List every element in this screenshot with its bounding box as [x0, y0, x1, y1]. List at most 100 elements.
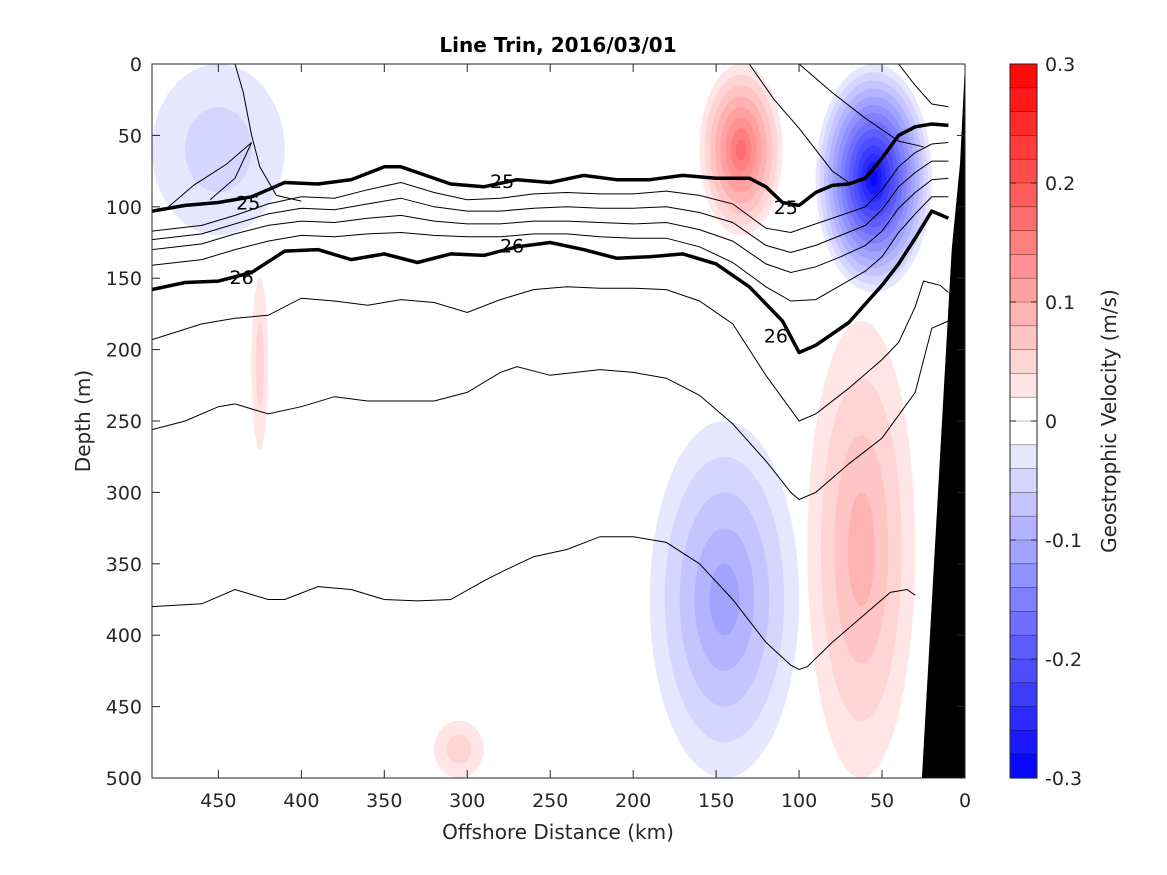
x-tick-label: 150 — [698, 790, 734, 812]
density-contour — [234, 64, 302, 202]
velocity-level — [185, 106, 252, 193]
density-contour — [152, 177, 949, 274]
y-tick-label: 50 — [118, 125, 142, 147]
contour-label-text: 25 — [774, 197, 798, 219]
velocity-level — [735, 138, 747, 161]
density-contour-26 — [152, 209, 950, 355]
colorbar-segment — [1010, 563, 1037, 589]
colorbar-segment — [1010, 230, 1037, 255]
contour-label: 25 — [236, 193, 260, 215]
bottom-topography — [921, 64, 965, 778]
density-contour — [798, 64, 924, 148]
x-tick-label: 450 — [200, 790, 236, 812]
contour-label-text: 26 — [764, 325, 788, 347]
colorbar-label: Geostrophic Velocity (m/s) — [1097, 289, 1121, 553]
x-tick-label: 300 — [449, 790, 485, 812]
colorbar-segment — [1010, 183, 1037, 208]
contour-label: 25 — [490, 171, 514, 193]
y-tick-label: 150 — [106, 268, 142, 290]
x-tick-label: 50 — [870, 790, 894, 812]
contour-label: 26 — [230, 267, 254, 289]
colorbar-segment — [1010, 302, 1037, 327]
colorbar-segment — [1010, 706, 1037, 731]
velocity-level — [446, 735, 472, 764]
density-contour — [152, 142, 949, 234]
x-tick-label: 400 — [283, 790, 319, 812]
contour-label-text: 26 — [230, 267, 254, 289]
y-tick-label: 450 — [106, 697, 142, 719]
colorbar-tick-label: -0.1 — [1045, 530, 1082, 552]
contour-label: 26 — [500, 235, 524, 257]
colorbar-segment — [1010, 492, 1037, 517]
colorbar-segment — [1010, 659, 1037, 684]
colorbar-segment — [1010, 349, 1037, 374]
y-tick-label: 250 — [106, 411, 142, 433]
velocity-negative-feature — [649, 421, 800, 778]
y-tick-label: 400 — [106, 625, 142, 647]
velocity-positive-feature — [251, 278, 269, 450]
colorbar-segment — [1010, 135, 1037, 160]
velocity-positive-feature — [807, 321, 916, 778]
density-contour — [152, 160, 949, 254]
colorbar-tick-label: 0.2 — [1045, 173, 1075, 195]
colorbar-segment — [1010, 206, 1037, 232]
colorbar-segment — [1010, 397, 1037, 422]
colorbar-tick-label: 0.1 — [1045, 292, 1075, 314]
colorbar-segment — [1010, 111, 1037, 136]
colorbar-segment — [1010, 468, 1037, 493]
contour-labels: 25 25 25 26 26 26 — [230, 171, 798, 347]
density-contour — [152, 536, 916, 671]
colorbar-segment — [1010, 540, 1037, 565]
x-tick-label: 200 — [615, 790, 651, 812]
colorbar-segment — [1010, 730, 1037, 755]
density-contour — [152, 320, 949, 501]
plot-area: 25 25 25 26 26 26 — [151, 63, 966, 779]
velocity-level — [255, 321, 264, 407]
colorbar: 0.3 0.2 0.1 0 -0.1 -0.2 -0.3 — [1009, 54, 1082, 790]
colorbar-tick-label: -0.3 — [1045, 768, 1082, 790]
colorbar-segment — [1010, 611, 1037, 636]
velocity-positive-feature — [434, 720, 484, 778]
colorbar-segment — [1010, 159, 1037, 184]
velocity-positive-feature — [699, 64, 783, 236]
x-axis: 450 400 350 300 250 200 150 100 50 0 — [200, 64, 971, 812]
colorbar-segment — [1010, 635, 1037, 660]
y-axis: 0 50 100 150 200 250 300 350 400 450 500 — [106, 54, 965, 790]
velocity-negative-feature — [152, 64, 285, 236]
velocity-negative-feature — [815, 64, 932, 293]
velocity-level — [869, 170, 878, 187]
x-tick-label: 250 — [532, 790, 568, 812]
colorbar-segment — [1010, 87, 1037, 113]
colorbar-segment — [1010, 278, 1037, 303]
colorbar-tick-label: 0.3 — [1045, 54, 1075, 76]
y-axis-label: Depth (m) — [71, 370, 95, 472]
y-tick-label: 300 — [106, 482, 142, 504]
colorbar-segment — [1010, 325, 1037, 351]
contour-label: 25 — [774, 197, 798, 219]
y-tick-label: 100 — [106, 197, 142, 219]
contour-label-text: 25 — [490, 171, 514, 193]
density-contour — [898, 64, 949, 108]
colorbar-tick-label: 0 — [1045, 411, 1057, 433]
contour-label-text: 26 — [500, 235, 524, 257]
colorbar-segment — [1010, 682, 1037, 708]
density-contour — [168, 142, 253, 208]
x-tick-label: 100 — [781, 790, 817, 812]
density-contour-25 — [152, 122, 949, 213]
colorbar-segment — [1010, 754, 1037, 779]
x-tick-label: 0 — [959, 790, 971, 812]
contour-label-text: 25 — [236, 193, 260, 215]
density-contour — [152, 196, 949, 302]
density-contour — [716, 64, 850, 183]
contour-label: 26 — [764, 325, 788, 347]
y-tick-label: 500 — [106, 768, 142, 790]
seafloor-shelf — [921, 64, 965, 778]
x-axis-label: Offshore Distance (km) — [442, 820, 674, 844]
y-tick-label: 0 — [130, 54, 142, 76]
colorbar-segment — [1010, 587, 1037, 612]
colorbar-segment — [1010, 254, 1037, 279]
y-tick-label: 200 — [106, 340, 142, 362]
colorbar-segment — [1010, 64, 1037, 89]
velocity-level — [847, 492, 875, 607]
